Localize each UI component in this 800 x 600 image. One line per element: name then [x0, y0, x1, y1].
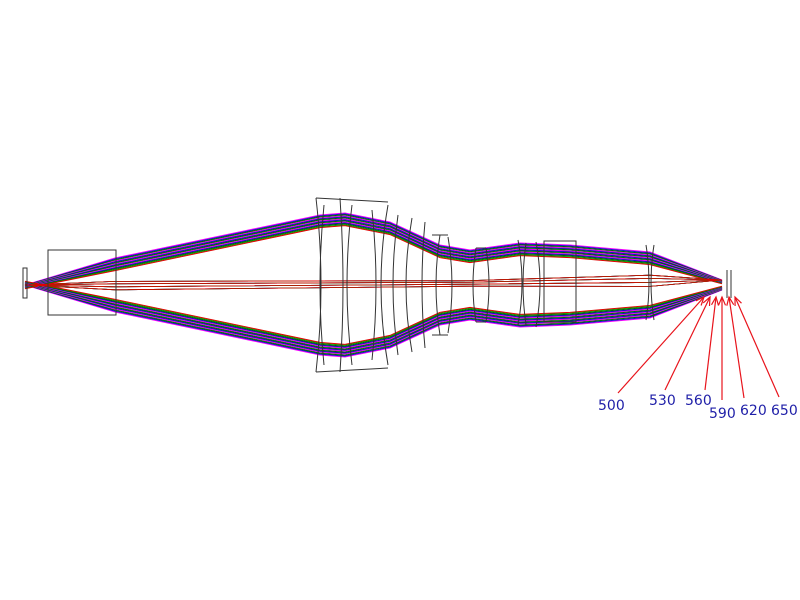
ray — [24, 282, 723, 350]
arrow-head — [710, 295, 720, 306]
ray — [24, 222, 723, 289]
wavelength-label: 620 — [740, 403, 767, 419]
prism-block — [47, 249, 117, 316]
lens-barrel — [543, 240, 577, 323]
ray — [24, 284, 723, 358]
wavelength-label: 500 — [598, 398, 625, 414]
ray — [24, 283, 723, 354]
ray — [24, 223, 723, 289]
axial-ray — [24, 277, 723, 286]
ray-fan — [24, 212, 723, 358]
arrow-head — [726, 295, 735, 306]
lens-surface — [405, 217, 413, 353]
lens-surface — [517, 239, 523, 326]
arrow — [734, 296, 780, 398]
lens-surface — [447, 236, 453, 334]
ray — [24, 283, 723, 355]
ray — [24, 281, 723, 346]
ray — [24, 280, 723, 345]
wavelength-label: 590 — [709, 406, 736, 422]
lens-edge — [315, 367, 389, 373]
arrow — [664, 296, 711, 391]
lens-surface — [421, 221, 426, 349]
lens-surface — [472, 247, 477, 323]
lens-surface — [380, 204, 389, 366]
ray — [24, 284, 723, 356]
lens-surface — [392, 214, 399, 356]
ray — [24, 221, 723, 289]
ray — [24, 281, 723, 349]
lens-surface — [315, 197, 322, 373]
ray — [24, 212, 723, 286]
object-plate — [22, 267, 28, 299]
arrow — [728, 296, 745, 399]
ray — [24, 224, 723, 289]
ray — [24, 225, 723, 290]
lens-surface — [435, 234, 441, 336]
ray — [24, 214, 723, 286]
ray — [24, 220, 723, 288]
axial-ray — [24, 279, 723, 291]
lens-elements — [22, 197, 732, 373]
axial-ray — [24, 274, 723, 286]
ray — [24, 218, 723, 288]
lens-surface — [346, 204, 353, 366]
ray — [24, 284, 723, 357]
wavelength-label: 530 — [649, 393, 676, 409]
ray — [24, 281, 723, 347]
lens-surface — [650, 244, 655, 321]
ray — [24, 216, 723, 287]
ray — [24, 283, 723, 353]
wavelength-labels: 500 530 560 590 620 650 — [598, 393, 798, 422]
lens-surface — [371, 209, 377, 361]
lens-surface — [522, 242, 527, 326]
arrows — [617, 295, 780, 400]
arrow-head — [734, 295, 742, 307]
wavelength-label: 650 — [771, 403, 798, 419]
ray — [24, 219, 723, 288]
wavelength-label: 560 — [685, 393, 712, 409]
ray — [24, 217, 723, 287]
lens-surface — [535, 241, 541, 328]
ray — [24, 215, 723, 287]
arrow — [704, 296, 717, 391]
ray — [24, 282, 723, 351]
lens-surface — [485, 247, 490, 323]
arrow-head — [717, 295, 727, 306]
lens-surface — [339, 197, 344, 373]
lens-surface — [319, 204, 325, 366]
ray — [24, 282, 723, 352]
ray — [24, 281, 723, 348]
arrow — [617, 296, 705, 394]
arrow-head — [702, 295, 711, 307]
axial-ray — [24, 279, 723, 288]
lens-edge — [315, 197, 389, 203]
ray — [24, 213, 723, 286]
lens-surface — [645, 244, 650, 321]
arrow-head — [695, 295, 706, 306]
